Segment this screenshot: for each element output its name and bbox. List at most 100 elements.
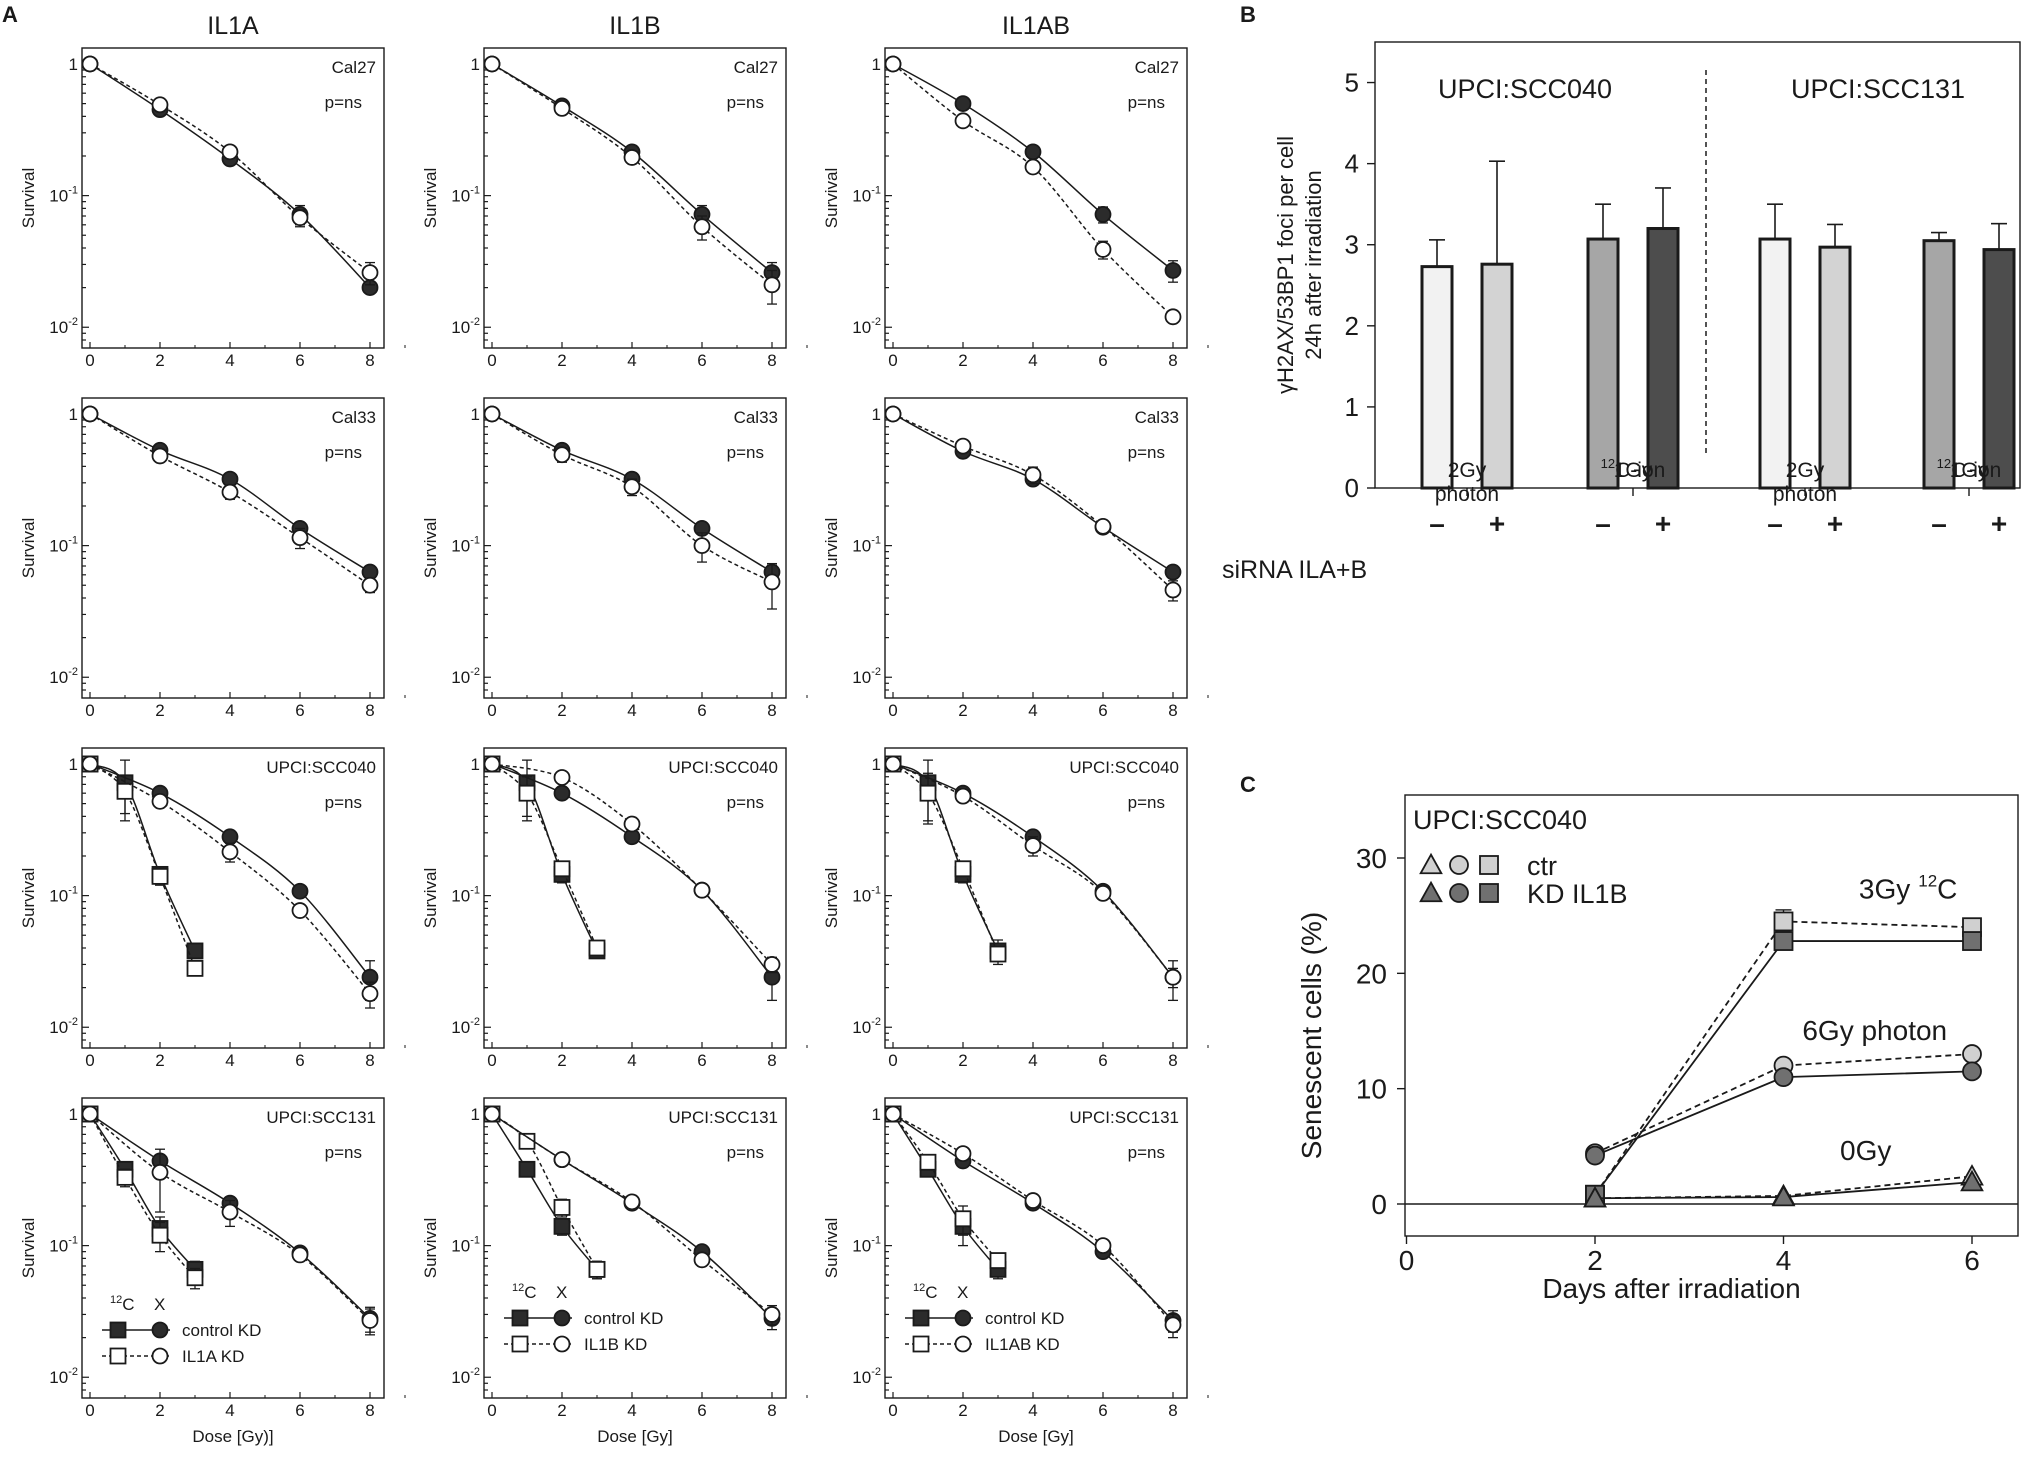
series-group — [483, 1105, 781, 1326]
pvalue-label: p=ns — [727, 93, 764, 112]
group-title: UPCI:SCC040 — [1438, 74, 1612, 104]
data-point-square — [553, 860, 571, 878]
bar — [1922, 239, 1956, 490]
series-line — [491, 1113, 773, 1316]
x-axis-label: Dose [Gy] — [597, 1427, 673, 1446]
series-line — [892, 413, 1174, 591]
x-tick-label: 4 — [1028, 701, 1037, 720]
data-point-square — [518, 1160, 536, 1178]
x-tick-label: 8 — [365, 1051, 374, 1070]
y-tick-exp: -1 — [470, 885, 480, 897]
data-point-circle — [1164, 1316, 1182, 1334]
series-line — [89, 763, 196, 969]
series-group — [483, 405, 781, 610]
series-group — [81, 405, 379, 594]
data-point-square — [588, 939, 606, 957]
y-axis-label: γH2AX/53BP1 foci per cell 24h after irrad… — [1273, 136, 1326, 394]
data-point-circle — [763, 276, 781, 294]
data-point-square — [989, 945, 1007, 963]
y-axis-label: Survival — [421, 1218, 440, 1278]
y-tick-base: 1 — [471, 55, 480, 74]
y-tick-label: 10-2 — [451, 1366, 480, 1387]
legend-marker-circle — [151, 1347, 169, 1365]
series-annotation: 3Gy 12C — [1859, 871, 1958, 904]
x-tick-label: 8 — [1168, 701, 1177, 720]
data-point-square — [186, 959, 204, 977]
series-group — [884, 405, 1182, 602]
data-point-circle — [221, 483, 239, 501]
series-group — [1585, 1044, 1982, 1164]
x-tick-label: 4 — [1028, 351, 1037, 370]
series-group — [81, 755, 204, 977]
x-tick-label: 6 — [295, 1051, 304, 1070]
y-tick-label: 1 — [471, 405, 480, 424]
x-tick-label: 4 — [627, 1051, 636, 1070]
y-tick-exp: -2 — [871, 1016, 881, 1028]
data-point-circle — [884, 1105, 902, 1123]
y-tick-base: 10 — [49, 1018, 68, 1037]
y-tick-exp: -2 — [470, 666, 480, 678]
data-point-circle — [361, 985, 379, 1003]
data-point-circle — [361, 264, 379, 282]
y-tick-base: 10 — [451, 1237, 470, 1256]
y-tick-base: 1 — [872, 55, 881, 74]
sirna-label: siRNA ILA+B — [1222, 556, 1367, 584]
series-line — [892, 763, 999, 955]
x-tick-label: 8 — [365, 351, 374, 370]
data-point-circle — [81, 405, 99, 423]
legend-ion-base: C — [524, 1283, 536, 1302]
data-point-circle — [221, 1203, 239, 1221]
data-point-circle — [1164, 563, 1182, 581]
y-tick-base: 10 — [49, 887, 68, 906]
y-tick-label: 10-1 — [451, 535, 480, 556]
data-point-circle — [483, 755, 501, 773]
x-tick-label: 2 — [155, 701, 164, 720]
legend-marker-circle — [954, 1335, 972, 1353]
series-group — [483, 755, 606, 957]
series-line — [892, 1113, 999, 1262]
column-title: IL1B — [609, 12, 660, 40]
y-tick-base: 1 — [471, 405, 480, 424]
y-tick-label: 10-1 — [852, 885, 881, 906]
y-axis-label: Survival — [19, 1218, 38, 1278]
series-annotation: 6Gy photon — [1802, 1015, 1947, 1046]
panel-label-c: C — [1240, 772, 1256, 797]
y-tick-label: 1 — [69, 755, 78, 774]
y-tick-label: 10-2 — [852, 316, 881, 337]
condition-label-sup: 12 — [1937, 456, 1951, 471]
data-point-circle — [763, 1306, 781, 1323]
x-tick-label: 6 — [697, 701, 706, 720]
data-point-square — [151, 1226, 169, 1244]
y-tick-label: 10-2 — [451, 666, 480, 687]
data-point-circle — [221, 843, 239, 861]
y-tick-base: 10 — [852, 668, 871, 687]
annotation-text: 3Gy — [1859, 873, 1910, 904]
y-tick-base: 1 — [471, 755, 480, 774]
data-point-square — [954, 860, 972, 878]
cell-line-label: Cal33 — [1135, 408, 1179, 427]
series-line — [1594, 1053, 1973, 1155]
legend-marker-square — [1479, 855, 1499, 875]
legend-marker-square — [109, 1347, 127, 1365]
data-point-circle — [1024, 837, 1042, 854]
data-point-circle — [1585, 1145, 1605, 1166]
plot-frame — [483, 47, 787, 349]
data-point-circle — [1024, 158, 1042, 176]
x-tick-label: 8 — [767, 701, 776, 720]
y-tick-label: 10-1 — [852, 185, 881, 206]
y-tick-label: 10-2 — [49, 666, 78, 687]
condition-label-sup: 12 — [1601, 456, 1615, 471]
series-group — [884, 405, 1182, 581]
series-line — [491, 763, 598, 952]
pvalue-label: p=ns — [1128, 1143, 1165, 1162]
y-tick-base: 1 — [471, 1105, 480, 1124]
data-point-circle — [954, 437, 972, 455]
y-tick-base: 10 — [451, 1368, 470, 1387]
cell-line-label: Cal33 — [734, 408, 778, 427]
series-group — [81, 55, 379, 286]
